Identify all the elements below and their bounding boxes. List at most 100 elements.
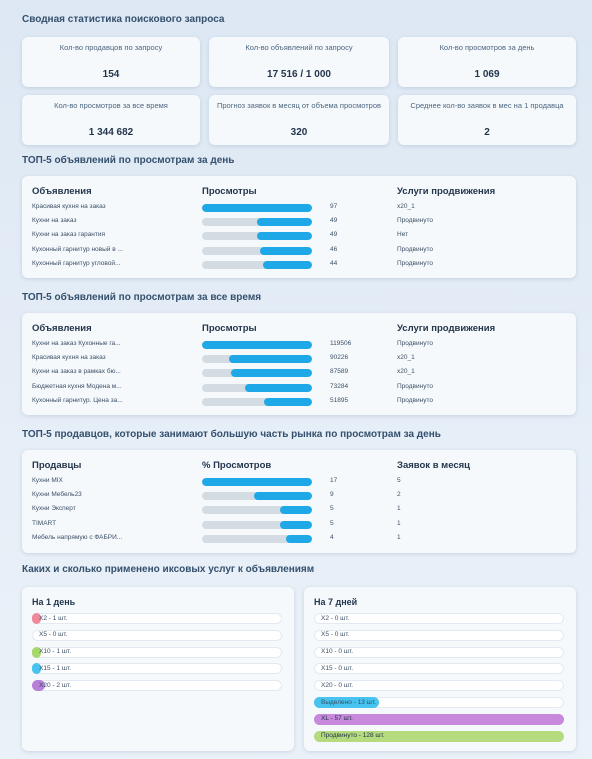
service-fill — [314, 730, 564, 742]
service-pill: Выделено - 13 шт. — [314, 697, 564, 708]
service-pill: XL - 57 шт. — [314, 713, 564, 725]
column-header: Объявления — [32, 186, 92, 197]
row-service: x20_1 — [397, 368, 415, 376]
progress-bar — [202, 246, 312, 255]
row-service: Продвинуто — [397, 259, 433, 267]
stat-card: Кол-во продавцов по запросу 154 — [22, 37, 200, 87]
row-name: Кухни на заказ гарантия — [32, 231, 106, 239]
column-header: Просмотры — [202, 323, 257, 334]
progress-fill — [244, 383, 312, 392]
service-label: XL - 57 шт. — [321, 715, 353, 723]
progress-bar — [202, 492, 312, 501]
row-value: 49 — [330, 231, 338, 239]
row-value: 49 — [330, 217, 338, 225]
stat-label: Среднее кол-во заявок в мес на 1 продавц… — [410, 101, 564, 110]
table-row[interactable]: Кухонный гарнитур. Цена за... 51895 Продви… — [22, 395, 576, 409]
progress-fill — [280, 520, 312, 529]
services-week-panel: На 7 дней X2 - 0 шт. X5 - 0 шт. X10 - 0 шт.… — [304, 587, 576, 751]
stat-label: Прогноз заявок в месяц от объема просмот… — [216, 101, 381, 110]
stat-value: 1 344 682 — [88, 127, 134, 138]
row-service: 1 — [397, 533, 401, 541]
row-name: Кухни Эксперт — [32, 505, 76, 513]
progress-fill — [257, 232, 312, 241]
row-service: 2 — [397, 491, 401, 499]
row-value: 73284 — [330, 382, 349, 390]
table-row[interactable]: Кухни Мебель23 9 2 — [22, 489, 576, 503]
row-name: Кухонный гарнитур. Цена за... — [32, 396, 123, 404]
table-row[interactable]: Бюджетная кухня Модена м... 73284 Продвину… — [22, 381, 576, 395]
service-label: X10 - 1 шт. — [39, 648, 72, 656]
progress-bar — [202, 218, 312, 227]
column-header: Продавцы — [32, 460, 82, 471]
row-service: Продвинуто — [397, 245, 433, 253]
progress-bar — [202, 341, 312, 349]
row-value: 119506 — [330, 340, 352, 347]
table-row[interactable]: Красивая кухня на заказ 90226 x20_1 — [22, 352, 576, 366]
column-header: % Просмотров — [202, 460, 272, 471]
table-row[interactable]: Кухни на заказ Кухонные га... 119506 Продв… — [22, 338, 576, 352]
table-row[interactable]: Кухни на заказ гарантия 49 Нет — [22, 229, 576, 243]
summary-title: Сводная статистика поискового запроса — [22, 14, 225, 25]
row-service: 1 — [397, 519, 401, 527]
service-pill: X5 - 0 шт. — [314, 629, 564, 641]
table-row[interactable]: Кухни МIX 17 5 — [22, 475, 576, 489]
progress-fill — [253, 492, 312, 501]
table-row[interactable]: Мебель напрямую с ФАБРИ... 4 1 — [22, 532, 576, 546]
service-fill — [32, 646, 41, 658]
service-label: Продвинуто - 128 шт. — [321, 732, 385, 740]
service-label: X5 - 0 шт. — [321, 631, 350, 639]
row-name: Бюджетная кухня Модена м... — [32, 382, 122, 390]
panel-title: На 1 день — [32, 597, 76, 607]
table-row[interactable]: Кухни на заказ в рамках бю... 87589 x20_1 — [22, 366, 576, 380]
table-row[interactable]: TIMART 5 1 — [22, 518, 576, 532]
row-value: 9 — [330, 491, 334, 499]
service-pill: X10 - 1 шт. — [32, 646, 282, 658]
table-row[interactable]: Кухни на заказ 49 Продвинуто — [22, 215, 576, 229]
row-name: Кухни МIX — [32, 477, 63, 484]
row-service: Нет — [397, 231, 409, 239]
progress-bar — [202, 204, 312, 212]
progress-bar — [202, 383, 312, 392]
service-label: X20 - 2 шт. — [39, 681, 72, 689]
progress-bar — [202, 534, 312, 543]
service-pill: X20 - 2 шт. — [32, 680, 282, 692]
service-fill — [314, 713, 564, 725]
progress-fill — [202, 204, 312, 212]
table-row[interactable]: Кухни Эксперт 5 1 — [22, 503, 576, 517]
service-label: Выделено - 13 шт. — [321, 698, 376, 706]
top-all-title: ТОП-5 объявлений по просмотрам за все вр… — [22, 292, 262, 303]
stat-label: Кол-во просмотров за день — [439, 43, 535, 52]
service-fill — [32, 680, 45, 692]
service-label: X5 - 0 шт. — [39, 631, 68, 639]
table-row[interactable]: Красивая кухня на заказ 97 x20_1 — [22, 201, 576, 215]
service-label: X20 - 0 шт. — [321, 681, 354, 689]
service-pill: X5 - 0 шт. — [32, 629, 282, 641]
service-label: X10 - 0 шт. — [321, 648, 354, 656]
service-label: X15 - 0 шт. — [321, 664, 354, 672]
row-name: Кухонный гарнитур новый в ... — [32, 245, 123, 253]
top-sellers-table: Продавцы % Просмотров Заявок в месяц Кухни … — [22, 450, 576, 553]
row-value: 4 — [330, 533, 334, 541]
column-header: Услуги продвижения — [397, 323, 496, 334]
progress-fill — [228, 355, 312, 364]
service-pill: X2 - 1 шт. — [32, 613, 282, 624]
progress-bar — [202, 369, 312, 378]
table-row[interactable]: Кухонный гарнитур новый в ... 46 Продвинут… — [22, 244, 576, 258]
row-value: 87589 — [330, 368, 349, 376]
row-name: Кухни Мебель23 — [32, 491, 82, 499]
services-title: Каких и сколько применено иксовых услуг … — [22, 564, 315, 575]
row-name: Кухонный гарнитур угловой... — [32, 259, 121, 267]
service-pill: X2 - 0 шт. — [314, 613, 564, 624]
row-service: Продвинуто — [397, 382, 433, 390]
panel-title: На 7 дней — [314, 597, 358, 607]
service-pill: X10 - 0 шт. — [314, 646, 564, 658]
table-row[interactable]: Кухонный гарнитур угловой... 44 Продвинуто — [22, 258, 576, 272]
service-pill: X15 - 0 шт. — [314, 663, 564, 675]
row-name: Мебель напрямую с ФАБРИ... — [32, 533, 123, 541]
progress-bar — [202, 397, 312, 406]
stat-card: Среднее кол-во заявок в мес на 1 продавц… — [398, 95, 576, 145]
progress-fill — [260, 246, 312, 255]
progress-fill — [231, 369, 312, 378]
top-all-table: Объявления Просмотры Услуги продвижения Кух… — [22, 313, 576, 415]
services-day-panel: На 1 день X2 - 1 шт. X5 - 0 шт. X10 - 1 шт.… — [22, 587, 294, 751]
